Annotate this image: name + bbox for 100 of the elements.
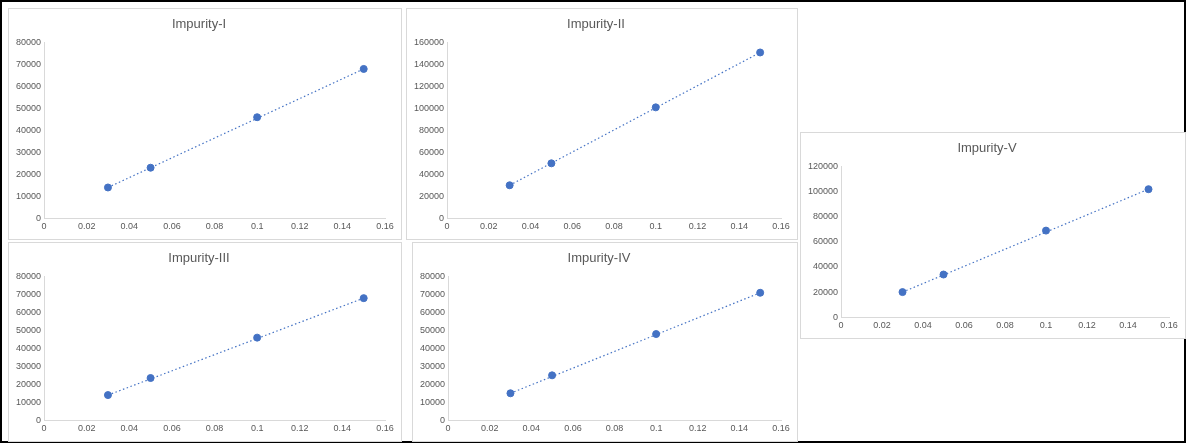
x-tick-label: 0.14 xyxy=(333,221,352,232)
x-tick-label: 0.16 xyxy=(1160,320,1178,331)
point xyxy=(547,159,556,168)
y-tick-label: 120000 xyxy=(807,161,839,172)
x-tick-label: 0.06 xyxy=(163,423,181,434)
y-tick-label: 100000 xyxy=(807,186,839,197)
y-tick-label: 40000 xyxy=(813,261,839,272)
y-tick-label: 80000 xyxy=(420,271,446,282)
y-tick-label: 10000 xyxy=(16,396,42,407)
y-tick-label: 80000 xyxy=(813,211,839,222)
y-tick-label: 70000 xyxy=(16,289,42,300)
y-tick-label: 0 xyxy=(833,311,839,322)
y-tick-label: 0 xyxy=(440,414,446,425)
y-tick-label: 20000 xyxy=(419,190,445,201)
y-tick-label: 40000 xyxy=(16,124,42,135)
y-tick-label: 60000 xyxy=(16,80,42,91)
y-tick-label: 0 xyxy=(36,414,42,425)
x-tick-label: 0.1 xyxy=(1039,320,1053,331)
y-tick-label: 80000 xyxy=(16,37,42,48)
y-tick-label: 30000 xyxy=(16,146,42,157)
x-tick-label: 0.04 xyxy=(914,320,932,331)
point xyxy=(253,113,262,122)
point xyxy=(359,64,368,73)
x-tick-label: 0.04 xyxy=(120,423,139,434)
y-tick-label: 140000 xyxy=(413,59,445,70)
point xyxy=(103,391,112,400)
chart-title: Impurity-II xyxy=(567,16,625,32)
x-tick-label: 0.02 xyxy=(873,320,891,331)
point xyxy=(756,48,765,57)
y-tick-label: 10000 xyxy=(420,396,446,407)
x-tick-label: 0.02 xyxy=(77,423,96,434)
point xyxy=(506,389,515,398)
point xyxy=(505,181,514,190)
x-tick-label: 0.06 xyxy=(163,221,181,232)
point xyxy=(1144,185,1153,194)
point xyxy=(756,288,765,297)
x-tick-label: 0.14 xyxy=(333,423,352,434)
y-tick-label: 100000 xyxy=(413,102,445,113)
y-tick-label: 70000 xyxy=(420,289,446,300)
y-tick-label: 10000 xyxy=(16,190,42,201)
y-tick-label: 120000 xyxy=(413,80,445,91)
x-tick-label: 0.14 xyxy=(730,221,749,232)
y-tick-label: 80000 xyxy=(419,124,445,135)
x-tick-label: 0.02 xyxy=(480,221,498,232)
chart-title: Impurity-III xyxy=(168,250,230,266)
y-tick-label: 50000 xyxy=(16,102,42,113)
x-tick-label: 0.14 xyxy=(730,423,749,434)
chart-title: Impurity-V xyxy=(957,140,1017,156)
y-tick-label: 0 xyxy=(439,212,445,223)
x-tick-label: 0.04 xyxy=(522,423,541,434)
x-tick-label: 0.04 xyxy=(521,221,540,232)
point xyxy=(548,371,557,380)
x-tick-label: 0.1 xyxy=(649,423,663,434)
x-tick-label: 0.02 xyxy=(77,221,96,232)
point xyxy=(898,288,907,297)
x-tick-label: 0.02 xyxy=(480,423,499,434)
y-tick-label: 20000 xyxy=(813,286,839,297)
x-tick-label: 0.08 xyxy=(605,423,624,434)
x-tick-label: 0.12 xyxy=(1078,320,1096,331)
y-tick-label: 80000 xyxy=(16,271,42,282)
point xyxy=(652,330,661,339)
x-tick-label: 0.1 xyxy=(250,423,264,434)
x-tick-label: 0.12 xyxy=(290,423,309,434)
x-tick-label: 0.08 xyxy=(605,221,623,232)
y-tick-label: 0 xyxy=(36,212,42,223)
x-tick-label: 0.06 xyxy=(564,423,582,434)
x-tick-label: 0.16 xyxy=(376,423,394,434)
point xyxy=(1042,226,1051,235)
x-tick-label: 0.1 xyxy=(250,221,264,232)
point xyxy=(103,183,112,192)
x-tick-label: 0.14 xyxy=(1119,320,1137,331)
y-tick-label: 160000 xyxy=(413,37,445,48)
x-tick-label: 0.08 xyxy=(205,221,224,232)
y-tick-label: 20000 xyxy=(16,168,42,179)
y-tick-label: 30000 xyxy=(420,360,446,371)
x-tick-label: 0.16 xyxy=(772,423,790,434)
x-tick-label: 0.12 xyxy=(290,221,309,232)
y-tick-label: 20000 xyxy=(420,378,446,389)
point xyxy=(253,333,262,342)
y-tick-label: 30000 xyxy=(16,360,42,371)
point xyxy=(651,103,660,112)
x-tick-label: 0.06 xyxy=(955,320,973,331)
x-tick-label: 0.16 xyxy=(772,221,790,232)
point xyxy=(146,163,155,172)
y-tick-label: 60000 xyxy=(420,306,446,317)
point xyxy=(146,374,155,383)
point xyxy=(939,270,948,279)
y-tick-label: 60000 xyxy=(813,236,839,247)
y-tick-label: 40000 xyxy=(419,168,445,179)
y-tick-label: 40000 xyxy=(420,342,446,353)
x-tick-label: 0.08 xyxy=(996,320,1014,331)
y-tick-label: 70000 xyxy=(16,59,42,70)
x-tick-label: 0.12 xyxy=(688,423,707,434)
y-tick-label: 60000 xyxy=(419,146,445,157)
x-tick-label: 0.04 xyxy=(120,221,139,232)
y-tick-label: 40000 xyxy=(16,342,42,353)
y-tick-label: 60000 xyxy=(16,306,42,317)
x-tick-label: 0.08 xyxy=(205,423,224,434)
y-tick-label: 50000 xyxy=(16,324,42,335)
point xyxy=(359,294,368,303)
